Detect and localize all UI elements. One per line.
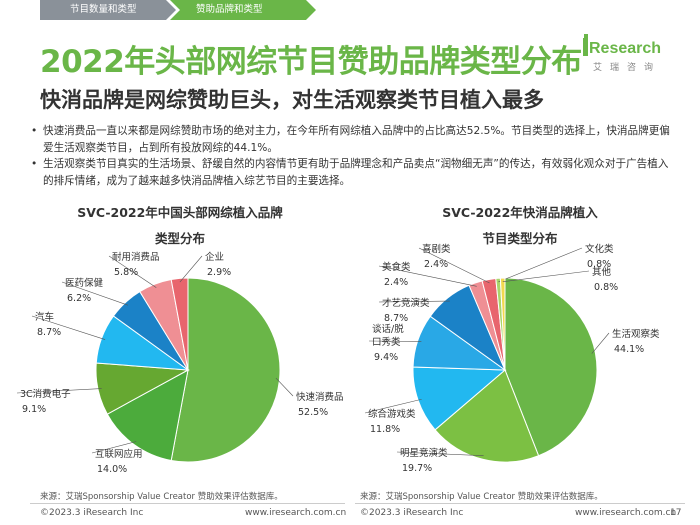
bullet-dot: •: [31, 158, 38, 170]
slice-label: 口秀类: [372, 336, 401, 348]
leader-line: [364, 398, 422, 414]
slice-value-label: 11.8%: [370, 424, 400, 435]
logo-dot-mark: [584, 34, 588, 38]
leader-line: [31, 315, 106, 340]
leader-line: [378, 300, 450, 303]
slice-value-label: 5.8%: [114, 267, 138, 278]
footer-divider: [30, 503, 345, 504]
chart2-source: 来源：艾瑞Sponsorship Value Creator 赞助效果评估数据库…: [360, 492, 603, 502]
leader-line: [418, 247, 490, 284]
slice-value-label: 19.7%: [402, 463, 432, 474]
leader-line: [275, 377, 294, 397]
page-number: 17: [670, 508, 682, 518]
chart2-title: SVC-2022年快消品牌植入 节目类型分布: [395, 200, 645, 252]
slice-value-label: 6.2%: [67, 293, 91, 304]
pie-slice: [504, 277, 598, 457]
leader-line: [498, 247, 583, 283]
section-tabs: 节目数量和类型 赞助品牌和类型: [40, 0, 316, 20]
footer-site: www.iresearch.com.cn: [245, 508, 347, 518]
leader-line: [16, 388, 102, 394]
slice-value-label: 2.9%: [207, 267, 231, 278]
slice-label: 喜剧类: [422, 243, 451, 255]
logo-subtext: 艾瑞咨询: [593, 63, 662, 73]
bullet-text: 生活观察类节目真实的生活场景、舒缓自然的内容情节更有助于品牌理念和产品卖点“润物…: [43, 158, 669, 187]
slice-value-label: 9.1%: [22, 404, 46, 415]
logo-wordmark: Research: [589, 40, 662, 57]
leader-line: [179, 255, 203, 283]
pie-slice: [170, 277, 281, 463]
slice-label: 谈话/脱: [372, 323, 404, 335]
leader-line: [368, 340, 422, 342]
chart1-pie: 快速消费品 52.5% 互联网应用 14.0% 3C消费电子 9.1% 汽车 8.7% 医药保健…: [16, 251, 344, 475]
iresearch-logo: Research 艾瑞咨询: [583, 34, 662, 74]
bullet-text: 快速消费品一直以来都是网综赞助市场的绝对主力，在今年所有网综植入品牌中的占比高达…: [43, 125, 670, 154]
slice-label: 生活观察类: [612, 328, 660, 340]
slice-value-label: 14.0%: [97, 464, 127, 475]
leader-line: [396, 451, 484, 456]
leader-line: [378, 265, 477, 287]
chart1-title-line2: 类型分布: [154, 231, 205, 246]
chart1-source: 来源：艾瑞Sponsorship Value Creator 赞助效果评估数据库…: [40, 492, 283, 502]
slice-value-label: 0.8%: [594, 282, 618, 293]
footer-divider: [355, 503, 685, 504]
page-title: 2022年头部网综节目赞助品牌类型分布: [40, 44, 582, 80]
slice-label: 汽车: [35, 311, 54, 323]
slice-value-label: 52.5%: [298, 407, 328, 418]
pie-slice: [499, 277, 506, 371]
slice-value-label: 8.7%: [384, 313, 408, 324]
chart1-title-line1: SVC-2022年中国头部网综植入品牌: [77, 205, 283, 220]
slice-label: 快速消费品: [296, 391, 344, 403]
chart2-title-line2: 节目类型分布: [482, 231, 558, 246]
leader-line: [502, 270, 590, 283]
bullet-dot: •: [31, 125, 38, 137]
slice-label: 文化类: [585, 243, 614, 255]
slice-value-label: 8.7%: [37, 327, 61, 338]
slice-label: 美食类: [382, 261, 411, 273]
slice-label: 3C消费电子: [20, 388, 71, 400]
slice-label: 明星竞演类: [400, 447, 448, 459]
slice-value-label: 0.8%: [587, 259, 611, 270]
chart2-title-line1: SVC-2022年快消品牌植入: [442, 205, 598, 220]
bullet-list: • 快速消费品一直以来都是网综赞助市场的绝对主力，在今年所有网综植入品牌中的占比…: [28, 123, 678, 189]
logo-i-mark: [583, 38, 588, 56]
tab-program-count-type[interactable]: 节目数量和类型: [40, 0, 176, 20]
footer-copyright: ©2023.3 iResearch Inc: [40, 508, 144, 518]
footer-copyright: ©2023.3 iResearch Inc: [360, 508, 464, 518]
pie-slice: [434, 369, 540, 463]
chart1-title: SVC-2022年中国头部网综植入品牌 类型分布: [55, 200, 305, 252]
slice-label: 互联网应用: [95, 448, 143, 460]
bullet-item: • 快速消费品一直以来都是网综赞助市场的绝对主力，在今年所有网综植入品牌中的占比…: [28, 123, 678, 156]
slice-value-label: 2.4%: [424, 259, 448, 270]
slice-label: 其他: [592, 266, 612, 278]
pie-slice: [412, 366, 507, 431]
leader-line: [61, 281, 129, 306]
leader-line: [108, 255, 157, 288]
leader-line: [91, 441, 137, 454]
slice-label: 医药保健: [65, 277, 104, 289]
bullet-item: • 生活观察类节目真实的生活场景、舒缓自然的内容情节更有助于品牌理念和产品卖点“…: [28, 156, 678, 189]
slice-value-label: 9.4%: [374, 352, 398, 363]
pie-slice: [170, 277, 189, 371]
slice-label: 耐用消费品: [112, 251, 160, 263]
footer-site: www.iresearch.com.cn: [575, 508, 677, 518]
slice-label: 企业: [205, 251, 224, 263]
pie-slice: [106, 369, 189, 462]
slice-label: 才艺竞演类: [382, 297, 430, 309]
leader-line: [591, 332, 610, 354]
page-subtitle: 快消品牌是网综赞助巨头，对生活观察类节目植入最多: [40, 88, 544, 112]
slice-value-label: 2.4%: [384, 277, 408, 288]
tab-sponsor-brand-type[interactable]: 赞助品牌和类型: [170, 0, 316, 20]
slice-value-label: 44.1%: [614, 344, 644, 355]
slice-label: 综合游戏类: [368, 408, 416, 420]
